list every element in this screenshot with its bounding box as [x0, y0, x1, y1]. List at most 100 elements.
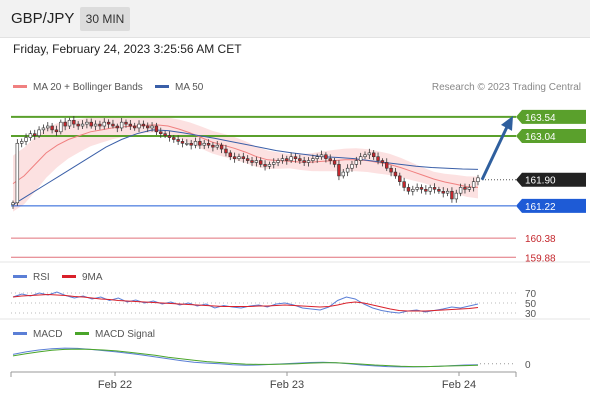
candle-body — [19, 141, 24, 144]
candle-body — [224, 148, 228, 154]
candle-body — [315, 156, 319, 159]
candle-body — [280, 158, 285, 161]
candle-body — [332, 160, 337, 165]
candle-body — [380, 160, 385, 163]
candle-body — [193, 141, 198, 146]
candle-body — [28, 133, 33, 138]
candle-body — [46, 125, 50, 129]
symbol-title: GBP/JPY — [11, 10, 75, 27]
candle-body — [219, 144, 224, 150]
candle-body — [241, 156, 246, 159]
candle-body — [354, 160, 359, 165]
candle-body — [285, 158, 289, 161]
candle-body — [76, 123, 80, 127]
candle-body — [232, 156, 237, 159]
candle-body — [41, 127, 46, 131]
candle-body — [106, 121, 111, 125]
candle-body — [471, 181, 476, 188]
candle-body — [267, 164, 272, 167]
legend-label-ma20: MA 20 + Bollinger Bands — [33, 82, 143, 93]
candle-body — [167, 135, 172, 138]
candle-body — [450, 190, 454, 200]
candle-body — [137, 123, 141, 129]
candle-body — [319, 154, 324, 158]
candle-body — [324, 154, 328, 159]
rsi-tick-label: 50 — [525, 299, 537, 310]
candle-body — [163, 133, 167, 136]
candle-body — [189, 142, 193, 146]
rsi-tick-label: 30 — [525, 309, 537, 320]
x-tick-label: Feb 23 — [270, 379, 304, 391]
candle-body — [432, 187, 437, 190]
level-label-resistance: 163.54 — [525, 113, 556, 124]
candle-body — [424, 189, 428, 192]
candle-body — [289, 156, 293, 161]
legend-label-rsi-ma: 9MA — [82, 272, 103, 283]
timeframe-button[interactable]: 30 MIN — [80, 7, 130, 31]
candle-body — [463, 187, 467, 190]
candle-body — [276, 160, 280, 163]
candle-body — [85, 121, 89, 125]
current-price-tag — [516, 172, 586, 187]
x-tick-label: Feb 24 — [442, 379, 476, 391]
candle-body — [124, 121, 128, 125]
candle-body — [93, 123, 98, 127]
level-tag-resistance — [516, 109, 586, 124]
candle-body — [206, 142, 211, 146]
legend-swatch-ma50 — [155, 85, 169, 88]
timestamp: Friday, February 24, 2023 3:25:56 AM CET — [13, 42, 242, 56]
candle-body — [132, 125, 137, 129]
candle-body — [254, 160, 259, 163]
candle-body — [198, 141, 202, 146]
chart-header: GBP/JPY 30 MIN — [0, 0, 590, 38]
candle-body — [337, 164, 341, 177]
candle-body — [11, 202, 15, 205]
candle-body — [80, 123, 85, 127]
candle-body — [128, 123, 133, 127]
candle-body — [180, 141, 185, 144]
candle-body — [389, 167, 393, 173]
candle-body — [228, 152, 232, 158]
candle-body — [306, 160, 311, 163]
candle-body — [367, 152, 372, 156]
candle-body — [428, 187, 432, 192]
candle-body — [237, 156, 241, 159]
candle-body — [363, 154, 367, 158]
candle-body — [458, 187, 463, 194]
candle-body — [89, 121, 93, 127]
candle-body — [211, 144, 215, 148]
candle-body — [393, 171, 398, 177]
candle-body — [202, 142, 206, 146]
candle-body — [59, 121, 63, 133]
candle-body — [24, 137, 28, 142]
level-label-target: 159.88 — [525, 253, 556, 264]
candle-body — [185, 142, 189, 145]
ma20-line — [12, 124, 479, 188]
candle-body — [411, 189, 415, 192]
watermark: Research © 2023 Trading Central — [432, 82, 581, 93]
rsi-tick-label: 70 — [525, 289, 537, 300]
candle-body — [115, 125, 119, 129]
candle-body — [67, 119, 72, 127]
candle-body — [406, 187, 411, 192]
candle-body — [441, 190, 445, 194]
candle-body — [415, 187, 419, 190]
candle-body — [341, 171, 345, 177]
x-tick-label: Feb 22 — [98, 379, 132, 391]
candle-body — [250, 160, 254, 163]
candle-body — [150, 125, 154, 129]
candle-body — [37, 129, 41, 136]
candle-body — [372, 152, 376, 158]
candle-body — [63, 121, 67, 127]
rsi-line — [12, 291, 479, 314]
candle-body — [98, 123, 102, 127]
candle-body — [445, 190, 450, 194]
candle-body — [350, 164, 354, 169]
legend-label-rsi: RSI — [33, 272, 50, 283]
candle-body — [328, 158, 332, 161]
candle-body — [437, 189, 441, 192]
legend-swatch-rsi-ma — [62, 275, 76, 278]
candle-body — [358, 156, 363, 161]
candle-body — [345, 167, 350, 173]
